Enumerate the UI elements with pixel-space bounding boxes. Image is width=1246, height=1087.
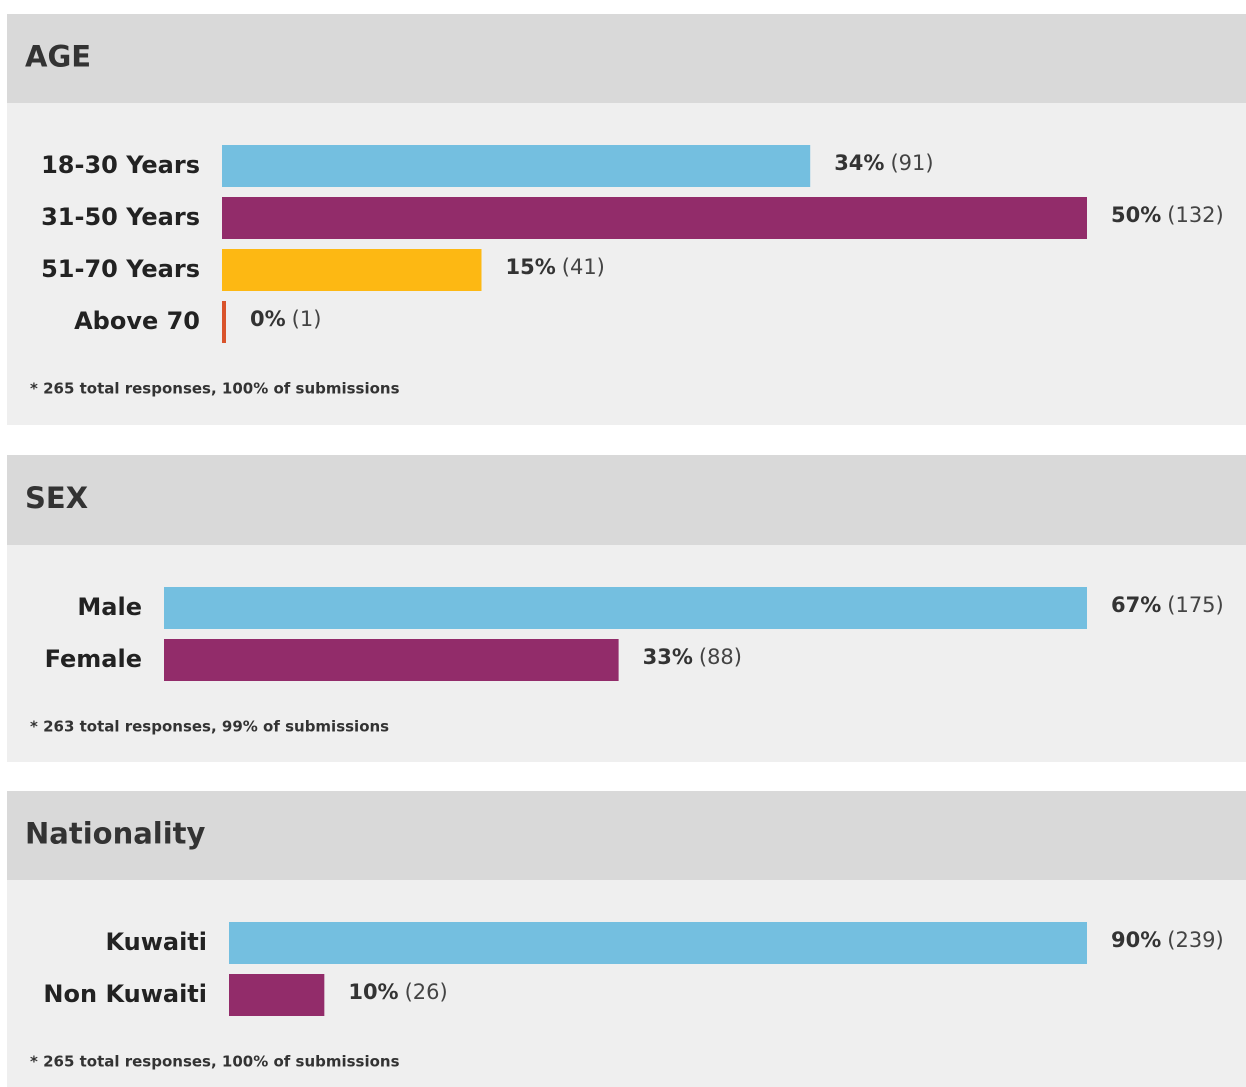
panel-title: Nationality — [25, 817, 206, 851]
bar — [222, 249, 482, 291]
bar — [229, 974, 325, 1016]
category-label: Non Kuwaiti — [43, 980, 207, 1008]
category-label: 51-70 Years — [41, 255, 200, 283]
percent-label: 10% — [348, 980, 398, 1004]
percent-label: 50% — [1111, 203, 1161, 227]
bar — [164, 639, 619, 681]
count-label: (88) — [699, 645, 742, 669]
percent-label: 0% — [250, 307, 286, 331]
percent-label: 33% — [643, 645, 693, 669]
count-label: (91) — [890, 151, 933, 175]
bar — [222, 301, 226, 343]
count-label: (175) — [1167, 593, 1223, 617]
note: * 265 total responses, 100% of submissio… — [30, 1053, 400, 1071]
category-label: Female — [45, 645, 142, 673]
category-label: Kuwaiti — [105, 928, 207, 956]
bar — [229, 922, 1087, 964]
bar — [222, 197, 1087, 239]
category-label: 18-30 Years — [41, 151, 200, 179]
percent-label: 67% — [1111, 593, 1161, 617]
count-label: (132) — [1167, 203, 1223, 227]
note: * 263 total responses, 99% of submission… — [30, 718, 389, 736]
bar — [222, 145, 811, 187]
bar — [164, 587, 1087, 629]
panel-title: AGE — [25, 40, 91, 74]
percent-label: 34% — [834, 151, 884, 175]
panel-header — [7, 791, 1246, 880]
panel-header — [7, 455, 1246, 545]
note: * 265 total responses, 100% of submissio… — [30, 380, 400, 398]
category-label: Male — [77, 593, 142, 621]
percent-label: 15% — [506, 255, 556, 279]
category-label: Above 70 — [74, 307, 200, 335]
panel-header — [7, 14, 1246, 103]
category-label: 31-50 Years — [41, 203, 200, 231]
count-label: (41) — [562, 255, 605, 279]
percent-label: 90% — [1111, 928, 1161, 952]
panel-title: SEX — [25, 481, 88, 515]
count-label: (1) — [292, 307, 322, 331]
count-label: (26) — [405, 980, 448, 1004]
count-label: (239) — [1167, 928, 1223, 952]
